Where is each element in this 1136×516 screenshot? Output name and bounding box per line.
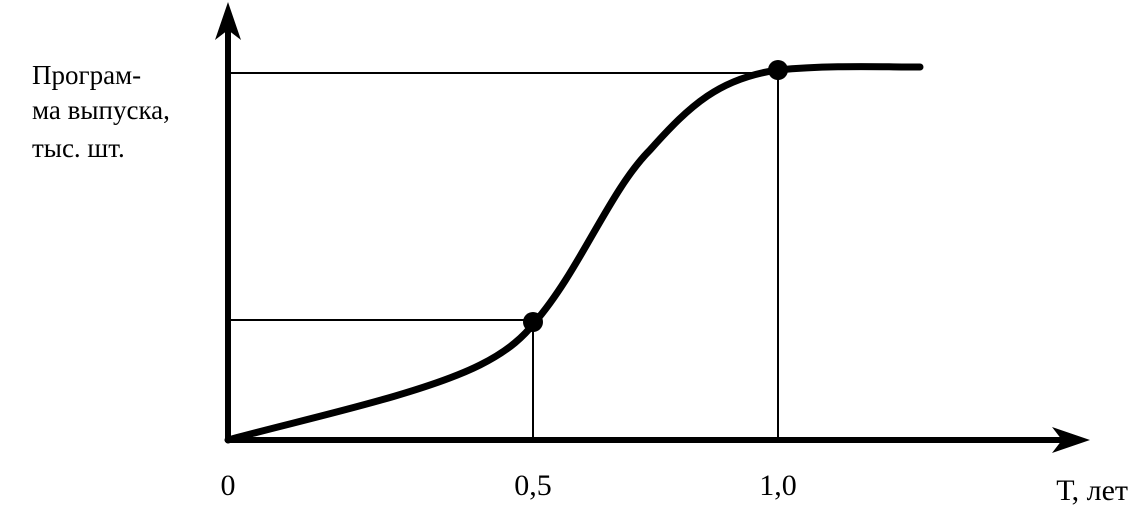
point bbox=[768, 60, 788, 80]
y-axis-label-line: тыс. шт. bbox=[32, 133, 125, 163]
x-tick-label: 0,5 bbox=[514, 469, 552, 502]
y-axis-label-line: ма выпуска, bbox=[32, 95, 170, 125]
point bbox=[523, 312, 543, 332]
x-axis-arrow bbox=[1052, 427, 1090, 453]
x-tick-label: 1,0 bbox=[759, 469, 797, 502]
y-axis-label-line: Програм- bbox=[32, 60, 141, 90]
curve bbox=[224, 63, 924, 444]
x-axis-label: Т, лет bbox=[1056, 474, 1128, 507]
y-axis-arrow bbox=[215, 2, 241, 40]
x-tick-label: 0 bbox=[221, 469, 236, 502]
